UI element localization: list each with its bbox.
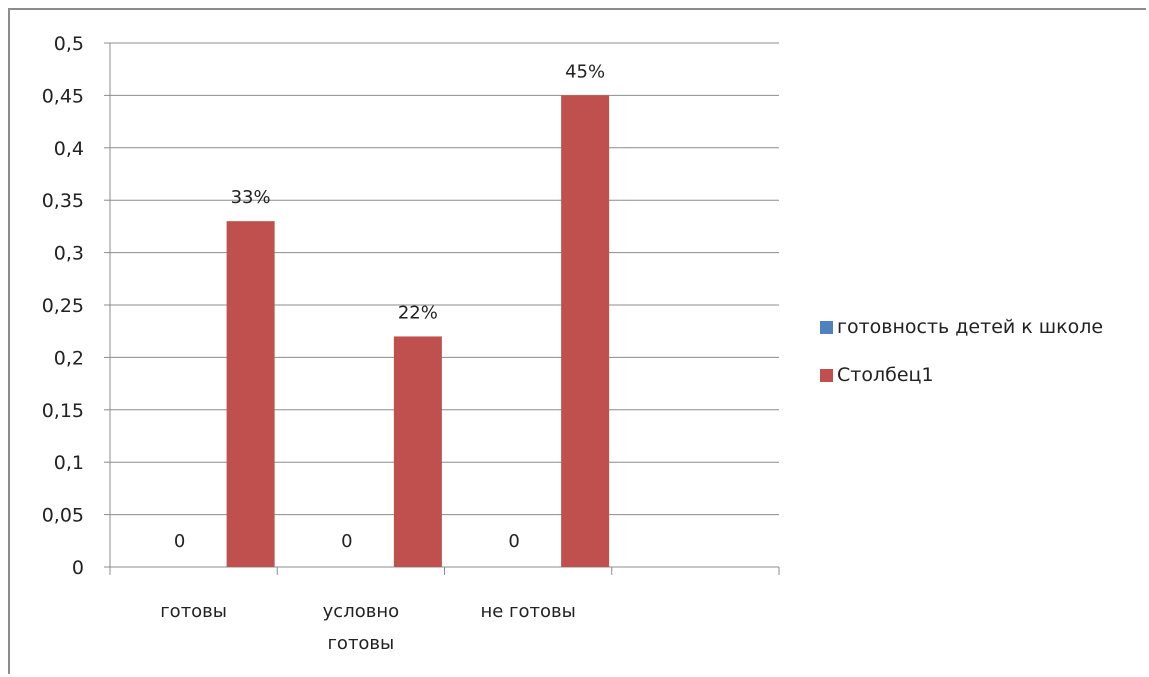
y-tick-label: 0,25 [42, 295, 84, 317]
legend-swatch-series-2 [820, 368, 833, 382]
legend-label-series-1: готовность детей к школе [837, 316, 1104, 338]
data-label-1-2: 0 [341, 531, 352, 552]
legend-swatch-series-1 [820, 320, 833, 334]
category-label: готовы [327, 633, 394, 654]
y-tick-label: 0,3 [54, 243, 84, 265]
y-tick-label: 0,1 [54, 452, 84, 474]
y-tick-label: 0,15 [42, 400, 84, 422]
legend-item-series-2: Столбец1 [820, 362, 1103, 388]
y-tick-label: 0,05 [42, 505, 84, 527]
y-tick-label: 0,35 [42, 190, 84, 212]
category-label: готовы [160, 601, 227, 622]
category-label: не готовы [480, 601, 575, 622]
data-label-2-2: 22% [398, 302, 438, 323]
data-label-2-3: 45% [565, 61, 605, 82]
bar-2-3 [561, 95, 610, 568]
data-label-2-1: 33% [231, 187, 271, 208]
y-tick-label: 0,2 [54, 347, 84, 369]
bar-2-2 [393, 336, 442, 567]
legend-item-series-1: готовность детей к школе [820, 314, 1103, 340]
category-label: условно [323, 601, 399, 622]
y-tick-label: 0,5 [54, 33, 84, 55]
y-tick-label: 0,45 [42, 85, 84, 107]
legend-label-series-2: Столбец1 [837, 364, 934, 386]
data-label-1-1: 0 [174, 531, 185, 552]
bar-2-1 [226, 221, 275, 567]
y-tick-label: 0 [72, 557, 84, 579]
y-tick-label: 0,4 [54, 138, 84, 160]
legend: готовность детей к школе Столбец1 [820, 314, 1103, 410]
data-label-1-3: 0 [508, 531, 519, 552]
